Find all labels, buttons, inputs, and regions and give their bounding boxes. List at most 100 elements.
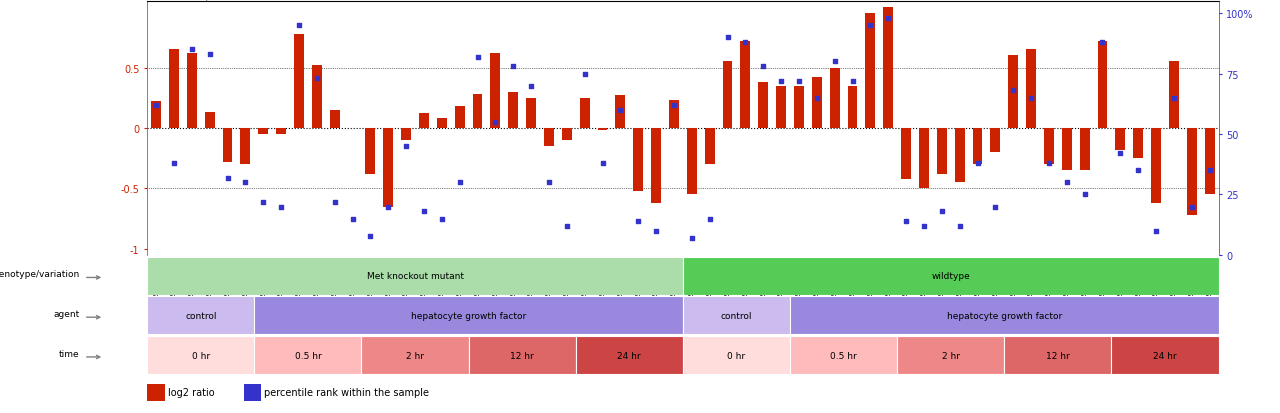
Point xyxy=(717,35,737,42)
Bar xyxy=(847,86,858,129)
Point xyxy=(146,102,166,109)
Bar xyxy=(255,297,684,335)
Bar xyxy=(1169,62,1179,129)
Bar xyxy=(1062,129,1071,171)
Point xyxy=(611,107,631,114)
Point xyxy=(968,160,988,167)
Point xyxy=(575,71,595,78)
Text: 0 hr: 0 hr xyxy=(727,351,745,360)
Bar xyxy=(169,50,179,129)
Point xyxy=(842,78,863,85)
Point xyxy=(449,180,470,186)
Point xyxy=(593,160,613,167)
Bar xyxy=(562,129,572,141)
Text: 0.5 hr: 0.5 hr xyxy=(294,351,321,360)
Bar xyxy=(740,42,750,129)
Bar xyxy=(454,107,465,129)
Text: 12 hr: 12 hr xyxy=(1046,351,1070,360)
Bar xyxy=(865,14,876,129)
Text: GDS3148 / 1223531_1: GDS3148 / 1223531_1 xyxy=(147,0,279,1)
Bar xyxy=(544,129,554,147)
Text: 24 hr: 24 hr xyxy=(1153,351,1176,360)
Point xyxy=(1128,168,1148,174)
Bar xyxy=(259,129,269,135)
Bar xyxy=(468,336,576,374)
Bar xyxy=(205,113,215,129)
Bar xyxy=(276,129,285,135)
Bar xyxy=(1204,129,1215,195)
Point xyxy=(1092,40,1112,46)
Point xyxy=(182,47,202,54)
Point xyxy=(503,64,524,71)
Bar xyxy=(687,129,696,195)
Point xyxy=(1110,151,1130,157)
Bar xyxy=(1044,129,1053,165)
Point xyxy=(664,102,685,109)
Point xyxy=(628,218,649,225)
Point xyxy=(788,78,809,85)
Bar xyxy=(883,8,893,129)
Point xyxy=(753,64,773,71)
Point xyxy=(735,40,755,46)
Bar xyxy=(147,257,684,295)
Bar xyxy=(973,129,983,165)
Point xyxy=(307,76,328,83)
Bar xyxy=(1097,42,1107,129)
Bar xyxy=(829,69,840,129)
Bar xyxy=(758,83,768,129)
Point xyxy=(914,223,934,230)
Text: time: time xyxy=(59,349,79,358)
Bar xyxy=(147,297,255,335)
Bar xyxy=(919,129,929,189)
Bar xyxy=(1133,129,1143,159)
Point xyxy=(1164,95,1184,102)
Point xyxy=(431,216,452,222)
Bar xyxy=(151,102,161,129)
Bar xyxy=(901,129,911,179)
Bar xyxy=(361,336,468,374)
Bar xyxy=(684,336,790,374)
Bar xyxy=(1115,129,1125,150)
Point xyxy=(236,180,256,186)
Bar xyxy=(790,297,1219,335)
Text: log2 ratio: log2 ratio xyxy=(168,387,215,397)
Bar xyxy=(419,114,429,129)
Text: 2 hr: 2 hr xyxy=(406,351,424,360)
Point xyxy=(164,160,184,167)
Point xyxy=(324,199,344,206)
Text: wildtype: wildtype xyxy=(932,271,970,280)
Point xyxy=(218,175,238,181)
Point xyxy=(467,54,488,61)
Point xyxy=(413,209,434,215)
Bar xyxy=(401,129,411,141)
Bar xyxy=(223,129,233,162)
Point xyxy=(699,216,719,222)
Bar xyxy=(790,336,897,374)
Text: 24 hr: 24 hr xyxy=(617,351,641,360)
Bar xyxy=(294,35,303,129)
Point xyxy=(396,143,416,150)
Text: 0.5 hr: 0.5 hr xyxy=(831,351,856,360)
Bar xyxy=(652,129,660,203)
Point xyxy=(1146,228,1166,235)
Point xyxy=(771,78,791,85)
Bar xyxy=(490,54,500,129)
Bar xyxy=(991,129,1000,153)
Bar xyxy=(383,129,393,207)
Text: control: control xyxy=(721,311,753,320)
Bar xyxy=(1005,336,1111,374)
Point xyxy=(1056,180,1076,186)
Bar xyxy=(508,93,518,129)
Bar xyxy=(472,95,483,129)
Point xyxy=(378,204,398,210)
Bar xyxy=(147,336,255,374)
Bar xyxy=(330,111,339,129)
Bar xyxy=(243,384,261,401)
Point xyxy=(360,233,380,239)
Point xyxy=(932,209,952,215)
Bar xyxy=(794,86,804,129)
Point xyxy=(681,235,701,242)
Text: hepatocyte growth factor: hepatocyte growth factor xyxy=(411,311,526,320)
Bar xyxy=(598,129,608,131)
Point xyxy=(342,216,362,222)
